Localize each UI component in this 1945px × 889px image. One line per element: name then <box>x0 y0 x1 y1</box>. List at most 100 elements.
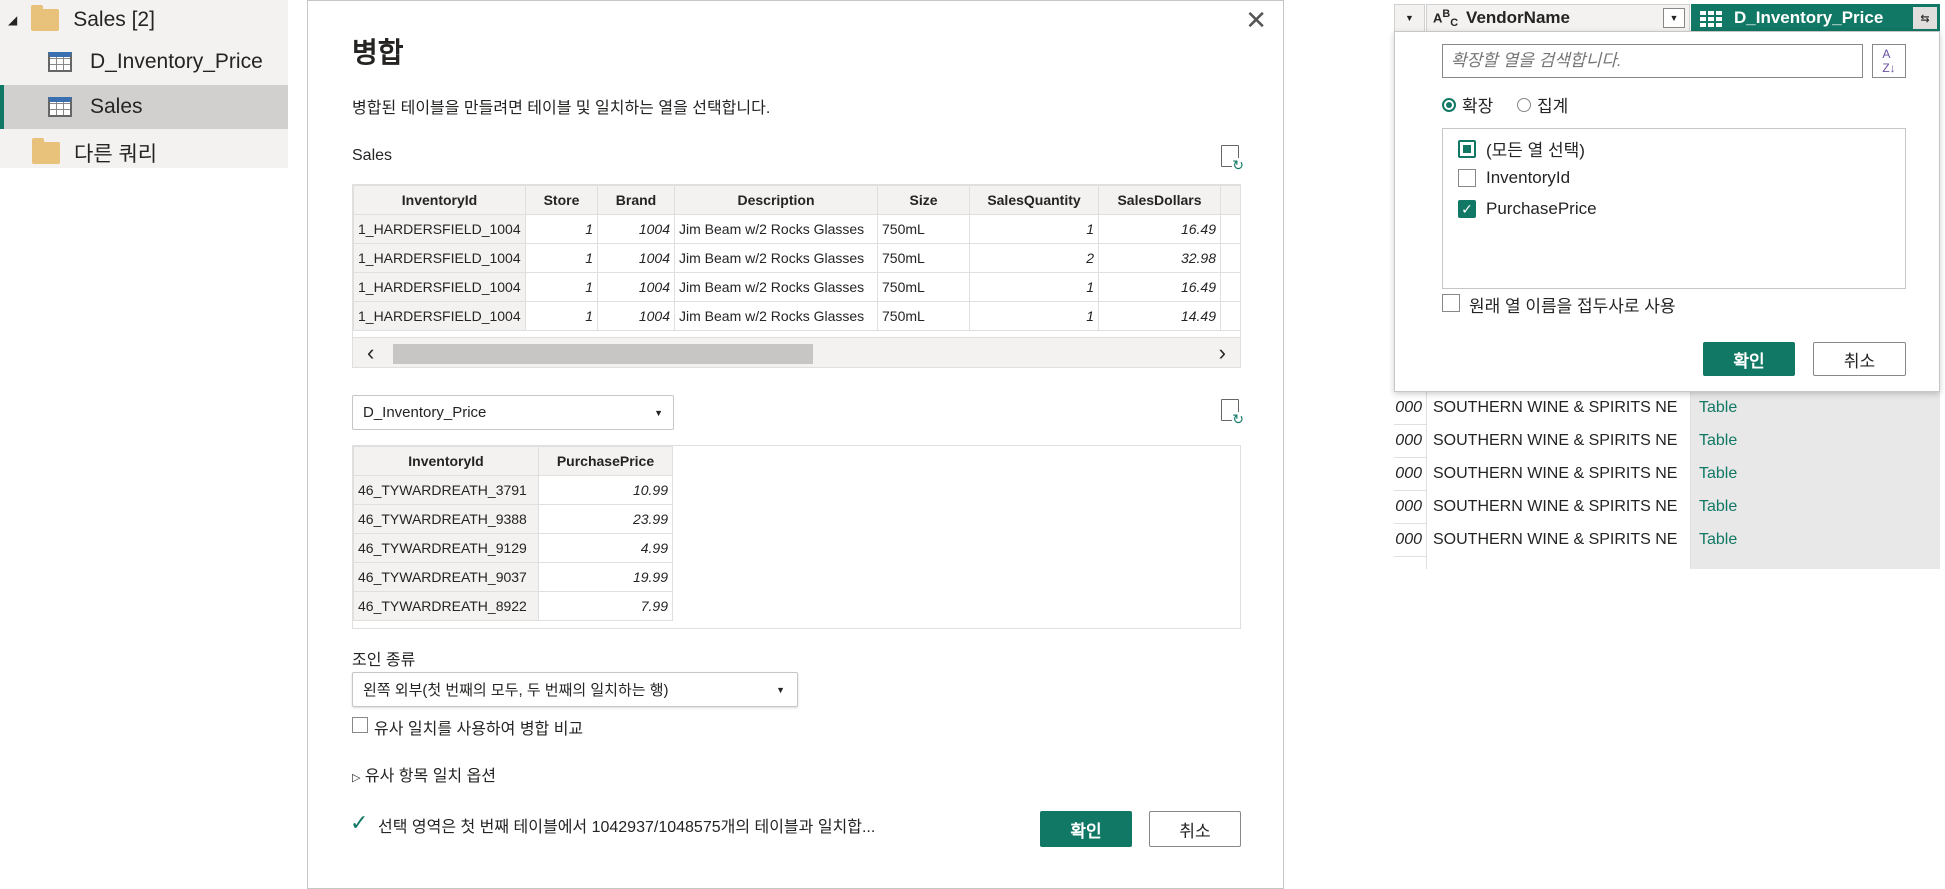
grid-cell-table-link[interactable]: Table <box>1691 392 1940 425</box>
query-group-label: Sales [2] <box>73 8 155 31</box>
popup-ok-button[interactable]: 확인 <box>1703 342 1795 376</box>
dropdown-arrow-icon: ▼ <box>1405 13 1414 23</box>
second-table-select[interactable]: D_Inventory_Price ▼ <box>352 395 674 430</box>
grid-cell-table-link[interactable]: Table <box>1691 524 1940 557</box>
table-cell: Jim Beam w/2 Rocks Glasses <box>674 214 878 244</box>
grid-row: 000 SOUTHERN WINE & SPIRITS NE Table <box>1394 491 1940 524</box>
grid-cell-vendor: SOUTHERN WINE & SPIRITS NE <box>1426 392 1691 425</box>
column-item-inventoryid[interactable]: InventoryId <box>1458 168 1570 188</box>
column-item-label: PurchasePrice <box>1486 199 1597 218</box>
scroll-right-icon[interactable]: › <box>1218 340 1226 365</box>
table-cell: Jim Beam w/2 Rocks Glasses <box>674 272 878 302</box>
query-group-other[interactable]: 다른 쿼리 <box>0 135 288 171</box>
fuzzy-match-checkbox[interactable] <box>352 717 368 733</box>
column-search-input[interactable] <box>1442 44 1863 78</box>
cancel-button[interactable]: 취소 <box>1149 811 1241 847</box>
table-cell: 46_TYWARDREATH_3791 <box>353 475 539 505</box>
horizontal-scrollbar[interactable]: ‹ › <box>353 337 1240 367</box>
fuzzy-options-toggle[interactable]: ▷ 유사 항목 일치 옵션 <box>352 762 496 786</box>
join-kind-select[interactable]: 왼쪽 외부(첫 번째의 모두, 두 번째의 일치하는 행) ▼ <box>352 672 798 707</box>
column-header-d-inventory-price[interactable]: D_Inventory_Price ⇆ <box>1691 4 1940 32</box>
column-header[interactable]: SalesQuantity <box>969 185 1099 215</box>
second-table-preview: InventoryId PurchasePrice 46_TYWARDREATH_3… <box>352 445 1241 629</box>
table-cell <box>1220 272 1240 302</box>
column-item-label: InventoryId <box>1486 168 1571 187</box>
table-cell: 46_TYWARDREATH_8922 <box>353 591 539 621</box>
query-label: Sales <box>90 95 143 118</box>
radio-expand[interactable]: 확장 <box>1442 92 1493 117</box>
column-header[interactable]: InventoryId <box>353 446 539 476</box>
table-cell: 1_HARDERSFIELD_1004 <box>353 214 526 244</box>
scrollbar-thumb[interactable] <box>393 344 813 364</box>
grid-cell-vendor: SOUTHERN WINE & SPIRITS NE <box>1426 425 1691 458</box>
refresh-preview-icon[interactable] <box>1221 145 1244 172</box>
popup-cancel-button[interactable]: 취소 <box>1813 342 1906 376</box>
query-item-d-inventory-price[interactable]: D_Inventory_Price <box>0 44 288 80</box>
collapse-triangle-icon[interactable]: ◢ <box>8 13 18 27</box>
column-item-purchaseprice[interactable]: ✓ PurchasePrice <box>1458 199 1597 219</box>
table-cell: 46_TYWARDREATH_9037 <box>353 562 539 592</box>
column-header[interactable]: Store <box>525 185 598 215</box>
select-all-item[interactable]: (모든 열 선택) <box>1458 136 1585 161</box>
column-filter-button[interactable]: ▼ <box>1663 8 1685 28</box>
grid-row: 000 SOUTHERN WINE & SPIRITS NE Table <box>1394 425 1940 458</box>
column-header[interactable]: Brand <box>597 185 675 215</box>
table-cell: Jim Beam w/2 Rocks Glasses <box>674 243 878 273</box>
fuzzy-options-label: 유사 항목 일치 옵션 <box>364 768 497 785</box>
close-icon[interactable]: ✕ <box>1245 5 1267 35</box>
prefix-checkbox[interactable] <box>1442 294 1460 312</box>
select-all-label: (모든 열 선택) <box>1486 141 1585 160</box>
column-header-label: D_Inventory_Price <box>1734 8 1884 27</box>
table-cell: 10.99 <box>538 475 673 505</box>
grid-row: 000 SOUTHERN WINE & SPIRITS NE Table <box>1394 392 1940 425</box>
table-cell: 1 <box>525 301 598 331</box>
second-table-select-value: D_Inventory_Price <box>363 404 487 421</box>
table-cell <box>1220 243 1240 273</box>
grid-cell-number: 000 <box>1395 399 1422 416</box>
column-header-label: VendorName <box>1466 8 1570 27</box>
column-header[interactable]: SalesDollars <box>1098 185 1221 215</box>
table-cell: 16.49 <box>1098 214 1221 244</box>
join-kind-label: 조인 종류 <box>352 652 416 669</box>
column-header[interactable]: PurchasePrice <box>538 446 673 476</box>
table-cell: 32.98 <box>1098 243 1221 273</box>
grid-cell-table-link[interactable]: Table <box>1691 458 1940 491</box>
indeterminate-checkbox-icon[interactable] <box>1458 139 1476 158</box>
table-cell: 750mL <box>877 272 970 302</box>
table-row: 46_TYWARDREATH_8922 7.99 <box>353 591 673 621</box>
checkbox-checked-icon[interactable]: ✓ <box>1458 200 1476 218</box>
grid-row <box>1394 557 1940 569</box>
expand-column-icon[interactable]: ⇆ <box>1913 7 1937 29</box>
table-row: 1_HARDERSFIELD_1004 1 1004 Jim Beam w/2 Roc… <box>353 301 1240 331</box>
column-header[interactable]: Description <box>674 185 878 215</box>
refresh-preview-icon[interactable] <box>1221 399 1244 426</box>
match-status: 선택 영역은 첫 번째 테이블에서 1042937/1048575개의 테이블과… <box>378 819 876 836</box>
scroll-left-icon[interactable]: ‹ <box>367 340 375 365</box>
radio-aggregate[interactable]: 집계 <box>1517 92 1568 117</box>
dialog-title: 병합 <box>352 37 404 68</box>
ok-button[interactable]: 확인 <box>1040 811 1132 847</box>
column-header[interactable]: Size <box>877 185 970 215</box>
table-cell: 1004 <box>597 243 675 273</box>
table-row: 1_HARDERSFIELD_1004 1 1004 Jim Beam w/2 Roc… <box>353 214 1240 244</box>
checkbox-unchecked-icon[interactable] <box>1458 169 1476 187</box>
column-header-vendorname[interactable]: ABC VendorName ▼ <box>1426 4 1690 32</box>
expand-triangle-icon: ▷ <box>352 772 361 784</box>
sort-az-icon[interactable]: A Z↓ <box>1872 44 1906 78</box>
dropdown-arrow-icon: ▼ <box>654 407 663 418</box>
column-header[interactable]: InventoryId <box>353 185 526 215</box>
table-cell: 1_HARDERSFIELD_1004 <box>353 272 526 302</box>
column-header[interactable]: Sa <box>1220 185 1240 215</box>
grid-cell-number: 000 <box>1395 432 1422 449</box>
table-row: 46_TYWARDREATH_3791 10.99 <box>353 475 673 505</box>
query-group-sales[interactable]: ◢ Sales [2] <box>0 2 288 38</box>
query-item-sales[interactable]: Sales <box>0 85 288 129</box>
column-filter-button[interactable]: ▼ <box>1394 4 1425 32</box>
table-cell: 1004 <box>597 272 675 302</box>
fuzzy-match-label: 유사 일치를 사용하여 병합 비교 <box>374 721 584 738</box>
dialog-description: 병합된 테이블을 만들려면 테이블 및 일치하는 열을 선택합니다. <box>352 100 771 117</box>
grid-cell-table-link[interactable]: Table <box>1691 425 1940 458</box>
queries-pane: ◢ Sales [2] D_Inventory_Price Sales 다른 쿼… <box>0 0 288 168</box>
grid-cell-table-link[interactable]: Table <box>1691 491 1940 524</box>
table-cell: 4.99 <box>538 533 673 563</box>
